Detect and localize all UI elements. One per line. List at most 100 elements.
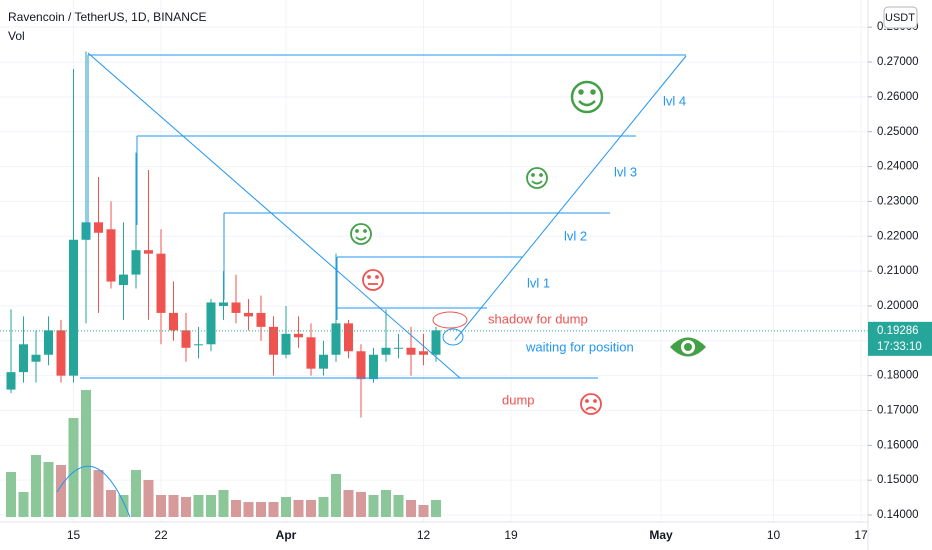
- drawings: [56, 52, 706, 518]
- candle-body: [81, 222, 91, 240]
- candle-body: [56, 330, 66, 376]
- candle-body: [219, 302, 228, 306]
- volume-bar: [368, 495, 379, 517]
- trend-line: [87, 52, 461, 379]
- x-tick-label: 19: [504, 528, 518, 542]
- candle-body: [156, 253, 166, 313]
- annotation: lvl 3: [614, 164, 637, 179]
- volume-bar: [268, 502, 279, 517]
- volume-bar: [431, 500, 441, 517]
- sad-face: [580, 393, 602, 415]
- candle-body: [256, 312, 266, 327]
- candle-body: [406, 347, 416, 355]
- y-tick-label: 0.14000: [877, 509, 919, 521]
- x-tick-label: 15: [67, 528, 81, 542]
- volume-bar: [393, 495, 404, 517]
- axis: 0.140000.150000.160000.170000.180000.190…: [67, 21, 932, 542]
- volume-bar: [168, 495, 179, 517]
- eye-icon: [670, 337, 706, 357]
- volume-bar: [206, 495, 216, 517]
- volume-bar: [281, 497, 291, 517]
- y-tick-label: 0.21000: [877, 265, 919, 277]
- volume-bar: [81, 390, 91, 517]
- shadow-marker: [432, 311, 468, 329]
- volume-bar: [118, 495, 129, 517]
- candle-body: [94, 222, 103, 233]
- candle-body: [6, 372, 16, 390]
- volume-bar: [218, 490, 229, 517]
- volume-bar: [381, 490, 391, 517]
- annotation: lvl 4: [663, 93, 686, 108]
- annotation: shadow for dump: [488, 311, 588, 326]
- volume-bar: [343, 490, 354, 517]
- candle-body: [69, 239, 78, 376]
- volume-bar: [406, 500, 416, 517]
- annotation: lvl 2: [564, 228, 587, 243]
- candle-body: [181, 330, 191, 348]
- candle-body: [419, 351, 428, 355]
- volume-bar: [256, 502, 266, 517]
- volume-bar: [318, 497, 329, 517]
- currency[interactable]: USDT: [885, 12, 915, 24]
- candle-body: [194, 344, 203, 346]
- x-tick-label: 12: [417, 528, 431, 542]
- candle-body: [356, 351, 366, 380]
- y-tick-label: 0.22000: [877, 230, 919, 242]
- grid: [0, 0, 868, 522]
- candle-body: [394, 347, 403, 349]
- y-tick-label: 0.20000: [877, 300, 919, 312]
- candle-body: [281, 333, 291, 355]
- volume-curve: [56, 465, 131, 518]
- y-tick-label: 0.23000: [877, 195, 919, 207]
- y-tick-label: 0.24000: [877, 161, 919, 173]
- volume-bar: [18, 492, 29, 517]
- annotation: waiting for position: [525, 339, 634, 354]
- candle-body: [331, 323, 341, 355]
- volume-bar: [43, 462, 54, 517]
- candle-body: [106, 229, 116, 282]
- volume-bar: [106, 490, 116, 517]
- volume-bar: [293, 500, 304, 517]
- candle-body: [144, 250, 153, 254]
- trend-line: [454, 55, 687, 341]
- chart-title: Ravencoin / TetherUS, 1D, BINANCE: [8, 10, 207, 24]
- candle-body: [319, 354, 328, 369]
- x-tick-label: 10: [767, 528, 781, 542]
- candle-body: [206, 302, 216, 345]
- candle-body: [294, 333, 303, 338]
- volume-bar: [418, 505, 429, 517]
- y-tick-label: 0.27000: [877, 56, 919, 68]
- volume-bar: [56, 465, 66, 517]
- y-tick-label: 0.16000: [877, 439, 919, 451]
- candle-body: [31, 354, 41, 362]
- candle-body: [231, 302, 241, 313]
- y-tick-label: 0.18000: [877, 370, 919, 382]
- volume-bar: [93, 470, 104, 517]
- candle-body: [169, 312, 178, 331]
- neutral-face: [362, 269, 384, 291]
- annotation: lvl 1: [527, 275, 550, 290]
- y-tick-label: 0.25000: [877, 126, 919, 138]
- smiley: [570, 80, 604, 114]
- candle-body: [306, 337, 316, 369]
- volume-label: Vol: [8, 29, 25, 43]
- candle-body: [369, 354, 378, 380]
- marks: lvl 4 lvl 3 lvl 2 lvl 1 shadow for dump waiti…: [0, 51, 868, 517]
- candle-body: [381, 347, 391, 355]
- y-tick-label: 0.15000: [877, 474, 919, 486]
- candle-body: [344, 323, 353, 352]
- volume-bar: [193, 495, 204, 517]
- last-price-label: 0.19286: [877, 325, 919, 337]
- candle-body: [119, 274, 128, 286]
- volume-bar: [143, 480, 154, 517]
- candle-body: [44, 330, 53, 355]
- volume-bar: [306, 500, 316, 517]
- candle-body: [19, 344, 28, 373]
- currency-box[interactable]: [883, 6, 918, 29]
- candle-body: [131, 250, 141, 275]
- x-tick-label: May: [649, 528, 673, 542]
- x-tick-label: 17: [854, 528, 868, 542]
- volume-bar: [356, 492, 366, 517]
- volume-bar: [31, 455, 41, 517]
